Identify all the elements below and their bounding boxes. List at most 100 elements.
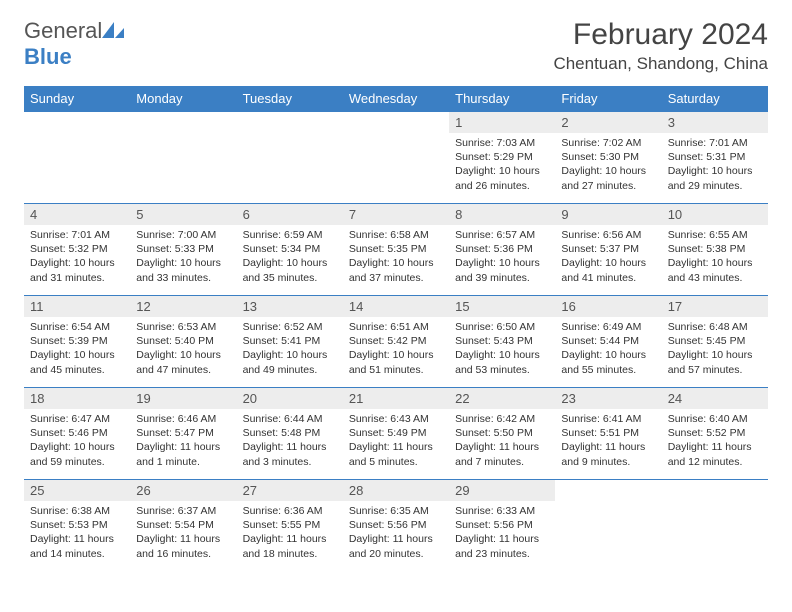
daylight: Daylight: 11 hours and 9 minutes. xyxy=(561,440,655,468)
sunrise: Sunrise: 6:59 AM xyxy=(243,228,337,242)
sunset: Sunset: 5:36 PM xyxy=(455,242,549,256)
weekday-header: Monday xyxy=(130,86,236,112)
sunset: Sunset: 5:29 PM xyxy=(455,150,549,164)
day-number: 22 xyxy=(449,388,555,409)
weekday-header: Wednesday xyxy=(343,86,449,112)
sunrise: Sunrise: 6:42 AM xyxy=(455,412,549,426)
calendar-day: 19Sunrise: 6:46 AMSunset: 5:47 PMDayligh… xyxy=(130,388,236,480)
calendar-day: 20 Sunrise: 6:44 AMSunset: 5:48 PMDayligh… xyxy=(237,388,343,480)
day-number: 2 xyxy=(555,112,661,133)
day-number: 3 xyxy=(662,112,768,133)
logo-text: GeneralBlue xyxy=(24,18,124,70)
sunset: Sunset: 5:34 PM xyxy=(243,242,337,256)
calendar-day: 8Sunrise: 6:57 AMSunset: 5:36 PMDaylight… xyxy=(449,204,555,296)
day-number: 13 xyxy=(237,296,343,317)
day-number: 29 xyxy=(449,480,555,501)
calendar-day: 11Sunrise: 6:54 AMSunset: 5:39 PMDayligh… xyxy=(24,296,130,388)
daylight: Daylight: 10 hours and 33 minutes. xyxy=(136,256,230,284)
calendar-week: 11Sunrise: 6:54 AMSunset: 5:39 PMDayligh… xyxy=(24,296,768,388)
sunset: Sunset: 5:30 PM xyxy=(561,150,655,164)
calendar-day: 10Sunrise: 6:55 AMSunset: 5:38 PMDayligh… xyxy=(662,204,768,296)
sunrise: Sunrise: 6:56 AM xyxy=(561,228,655,242)
day-number: 12 xyxy=(130,296,236,317)
sunset: Sunset: 5:40 PM xyxy=(136,334,230,348)
day-number: 9 xyxy=(555,204,661,225)
day-details: Sunrise: 7:01 AMSunset: 5:32 PMDaylight:… xyxy=(24,225,130,289)
sunrise: Sunrise: 7:03 AM xyxy=(455,136,549,150)
sunrise: Sunrise: 7:01 AM xyxy=(30,228,124,242)
daylight: Daylight: 10 hours and 47 minutes. xyxy=(136,348,230,376)
daylight: Daylight: 10 hours and 37 minutes. xyxy=(349,256,443,284)
weekday-header: Friday xyxy=(555,86,661,112)
sunrise: Sunrise: 6:43 AM xyxy=(349,412,443,426)
calendar-day: 3Sunrise: 7:01 AMSunset: 5:31 PMDaylight… xyxy=(662,112,768,204)
calendar-day: 25Sunrise: 6:38 AMSunset: 5:53 PMDayligh… xyxy=(24,480,130,572)
sunrise: Sunrise: 6:53 AM xyxy=(136,320,230,334)
day-details: Sunrise: 7:01 AMSunset: 5:31 PMDaylight:… xyxy=(662,133,768,197)
sunrise: Sunrise: 6:37 AM xyxy=(136,504,230,518)
day-details: Sunrise: 7:00 AMSunset: 5:33 PMDaylight:… xyxy=(130,225,236,289)
day-number: 26 xyxy=(130,480,236,501)
day-details: Sunrise: 6:33 AMSunset: 5:56 PMDaylight:… xyxy=(449,501,555,565)
sunrise: Sunrise: 6:44 AM xyxy=(243,412,337,426)
sunset: Sunset: 5:50 PM xyxy=(455,426,549,440)
day-details: Sunrise: 6:48 AMSunset: 5:45 PMDaylight:… xyxy=(662,317,768,381)
day-details: Sunrise: 6:56 AMSunset: 5:37 PMDaylight:… xyxy=(555,225,661,289)
day-details: Sunrise: 6:37 AMSunset: 5:54 PMDaylight:… xyxy=(130,501,236,565)
daylight: Daylight: 10 hours and 29 minutes. xyxy=(668,164,762,192)
sunrise: Sunrise: 6:41 AM xyxy=(561,412,655,426)
day-details: Sunrise: 6:57 AMSunset: 5:36 PMDaylight:… xyxy=(449,225,555,289)
sunset: Sunset: 5:38 PM xyxy=(668,242,762,256)
weekday-header: Thursday xyxy=(449,86,555,112)
logo-general: General xyxy=(24,18,102,43)
daylight: Daylight: 11 hours and 7 minutes. xyxy=(455,440,549,468)
day-details: Sunrise: 6:41 AMSunset: 5:51 PMDaylight:… xyxy=(555,409,661,473)
daylight: Daylight: 11 hours and 14 minutes. xyxy=(30,532,124,560)
sunrise: Sunrise: 6:50 AM xyxy=(455,320,549,334)
daylight: Daylight: 10 hours and 57 minutes. xyxy=(668,348,762,376)
daylight: Daylight: 11 hours and 3 minutes. xyxy=(243,440,337,468)
daylight: Daylight: 10 hours and 53 minutes. xyxy=(455,348,549,376)
sunset: Sunset: 5:54 PM xyxy=(136,518,230,532)
weekday-row: Sunday Monday Tuesday Wednesday Thursday… xyxy=(24,86,768,112)
sunset: Sunset: 5:41 PM xyxy=(243,334,337,348)
calendar-day: 21Sunrise: 6:43 AMSunset: 5:49 PMDayligh… xyxy=(343,388,449,480)
daylight: Daylight: 11 hours and 20 minutes. xyxy=(349,532,443,560)
day-number xyxy=(24,112,130,118)
daylight: Daylight: 11 hours and 18 minutes. xyxy=(243,532,337,560)
weekday-header: Saturday xyxy=(662,86,768,112)
day-details: Sunrise: 6:42 AMSunset: 5:50 PMDaylight:… xyxy=(449,409,555,473)
calendar-body: 1Sunrise: 7:03 AMSunset: 5:29 PMDaylight… xyxy=(24,112,768,572)
logo-sail-icon xyxy=(102,18,124,44)
calendar-day: 4Sunrise: 7:01 AMSunset: 5:32 PMDaylight… xyxy=(24,204,130,296)
sunrise: Sunrise: 6:54 AM xyxy=(30,320,124,334)
daylight: Daylight: 10 hours and 43 minutes. xyxy=(668,256,762,284)
month-title: February 2024 xyxy=(553,18,768,52)
daylight: Daylight: 10 hours and 41 minutes. xyxy=(561,256,655,284)
sunset: Sunset: 5:48 PM xyxy=(243,426,337,440)
sunrise: Sunrise: 7:02 AM xyxy=(561,136,655,150)
daylight: Daylight: 10 hours and 45 minutes. xyxy=(30,348,124,376)
location: Chentuan, Shandong, China xyxy=(553,54,768,74)
daylight: Daylight: 10 hours and 39 minutes. xyxy=(455,256,549,284)
sunrise: Sunrise: 7:01 AM xyxy=(668,136,762,150)
daylight: Daylight: 10 hours and 51 minutes. xyxy=(349,348,443,376)
calendar-day: 27Sunrise: 6:36 AMSunset: 5:55 PMDayligh… xyxy=(237,480,343,572)
calendar-week: 4Sunrise: 7:01 AMSunset: 5:32 PMDaylight… xyxy=(24,204,768,296)
calendar-week: 25Sunrise: 6:38 AMSunset: 5:53 PMDayligh… xyxy=(24,480,768,572)
day-details: Sunrise: 6:47 AMSunset: 5:46 PMDaylight:… xyxy=(24,409,130,473)
day-number xyxy=(237,112,343,118)
sunset: Sunset: 5:39 PM xyxy=(30,334,124,348)
day-details: Sunrise: 6:55 AMSunset: 5:38 PMDaylight:… xyxy=(662,225,768,289)
calendar-day: 17Sunrise: 6:48 AMSunset: 5:45 PMDayligh… xyxy=(662,296,768,388)
day-details: Sunrise: 6:59 AMSunset: 5:34 PMDaylight:… xyxy=(237,225,343,289)
sunset: Sunset: 5:56 PM xyxy=(349,518,443,532)
day-number: 23 xyxy=(555,388,661,409)
sunset: Sunset: 5:51 PM xyxy=(561,426,655,440)
day-details: Sunrise: 6:53 AMSunset: 5:40 PMDaylight:… xyxy=(130,317,236,381)
day-details: Sunrise: 6:58 AMSunset: 5:35 PMDaylight:… xyxy=(343,225,449,289)
sunset: Sunset: 5:47 PM xyxy=(136,426,230,440)
sunrise: Sunrise: 6:48 AM xyxy=(668,320,762,334)
calendar-day xyxy=(130,112,236,204)
day-number: 20 xyxy=(237,388,343,409)
